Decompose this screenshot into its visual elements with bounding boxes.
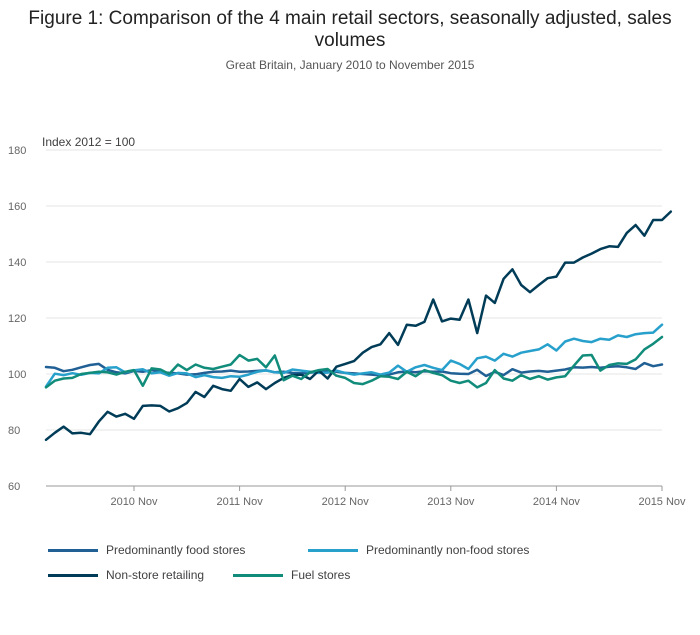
- chart-legend: Predominantly food stores Predominantly n…: [48, 541, 668, 591]
- y-tick-label: 180: [8, 145, 26, 157]
- x-tick-label: 2015 Nov: [638, 496, 686, 508]
- y-axis-label: Index 2012 = 100: [42, 135, 135, 149]
- legend-item: Fuel stores: [233, 566, 350, 584]
- legend-swatch: [48, 573, 98, 577]
- legend-label: Predominantly food stores: [106, 543, 246, 557]
- x-tick-label: 2011 Nov: [216, 496, 263, 508]
- legend-label: Fuel stores: [291, 568, 351, 582]
- legend-label: Non-store retailing: [106, 568, 205, 582]
- x-tick-label: 2013 Nov: [427, 496, 475, 508]
- legend-item: Predominantly food stores: [48, 541, 245, 559]
- series-line-fuel-stores: [44, 335, 664, 389]
- series-line-non-store-retailing: [44, 210, 673, 442]
- x-tick-label: 2014 Nov: [533, 496, 581, 508]
- legend-item: Non-store retailing: [48, 566, 204, 584]
- y-tick-label: 100: [8, 369, 26, 381]
- x-tick-label: 2010 Nov: [110, 496, 158, 508]
- legend-swatch: [308, 548, 358, 552]
- y-tick-label: 120: [8, 313, 26, 325]
- x-tick-label: 2012 Nov: [322, 496, 370, 508]
- legend-item: Predominantly non-food stores: [308, 541, 529, 559]
- y-tick-label: 140: [8, 257, 26, 269]
- y-tick-label: 160: [8, 201, 26, 213]
- y-tick-label: 60: [8, 481, 20, 493]
- legend-swatch: [233, 573, 283, 577]
- chart-subtitle: Great Britain, January 2010 to November …: [225, 58, 475, 72]
- legend-swatch: [48, 548, 98, 552]
- y-tick-label: 80: [8, 425, 20, 437]
- legend-label: Predominantly non-food stores: [366, 543, 530, 557]
- chart-title: Figure 1: Comparison of the 4 main retai…: [28, 8, 672, 51]
